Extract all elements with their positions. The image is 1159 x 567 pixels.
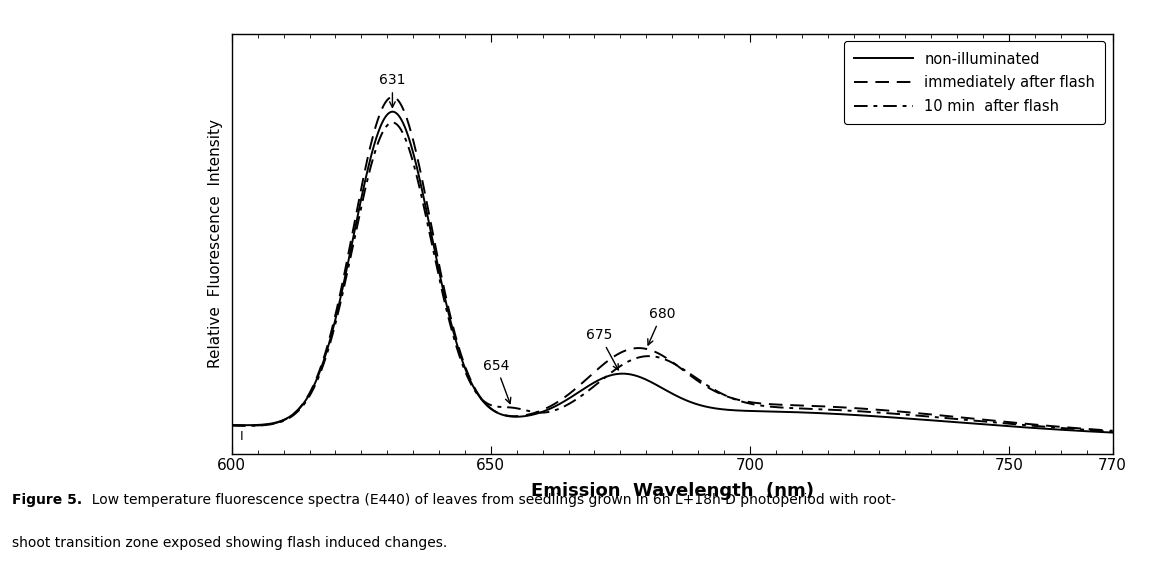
Text: shoot transition zone exposed showing flash induced changes.: shoot transition zone exposed showing fl… <box>12 536 447 550</box>
Text: I: I <box>240 430 243 443</box>
Y-axis label: Relative  Fluorescence  Intensity: Relative Fluorescence Intensity <box>209 119 224 369</box>
Text: 675: 675 <box>586 328 619 370</box>
Text: 631: 631 <box>379 73 406 107</box>
Legend: non-illuminated, immediately after flash, 10 min  after flash: non-illuminated, immediately after flash… <box>844 41 1106 124</box>
Text: Low temperature fluorescence spectra (E440) of leaves from seedlings grown in 6h: Low temperature fluorescence spectra (E4… <box>83 493 896 507</box>
Text: 680: 680 <box>648 307 675 345</box>
X-axis label: Emission  Wavelength  (nm): Emission Wavelength (nm) <box>531 482 814 500</box>
Text: 654: 654 <box>483 358 511 404</box>
Text: Figure 5.: Figure 5. <box>12 493 82 507</box>
